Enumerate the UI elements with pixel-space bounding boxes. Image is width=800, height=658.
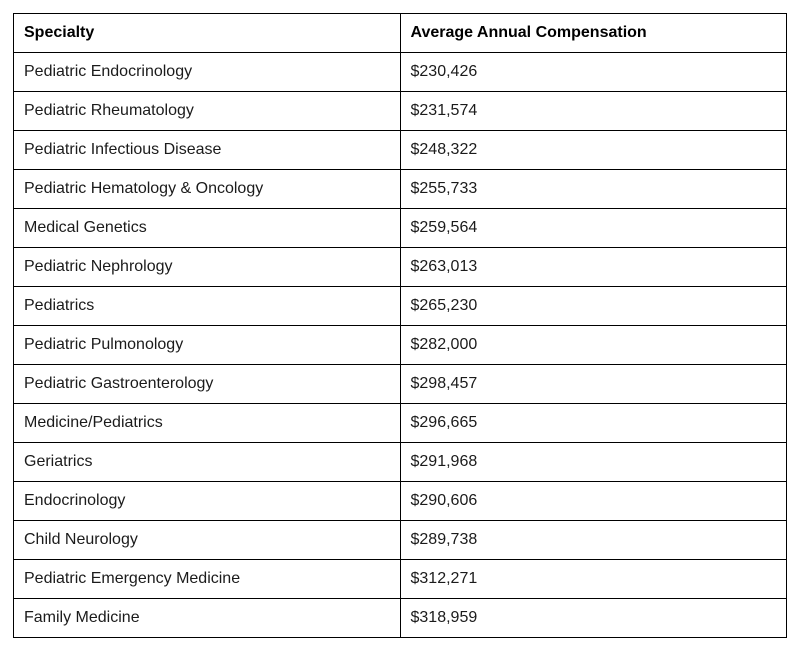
compensation-cell: $298,457 — [399, 364, 787, 404]
specialty-cell: Family Medicine — [13, 598, 401, 638]
table-row: Pediatric Pulmonology $282,000 — [13, 325, 787, 365]
compensation-cell: $289,738 — [399, 520, 787, 560]
table-row: Pediatrics $265,230 — [13, 286, 787, 326]
specialty-cell: Pediatric Infectious Disease — [13, 130, 401, 170]
table-header-row: Specialty Average Annual Compensation — [13, 13, 787, 53]
table-row: Pediatric Gastroenterology $298,457 — [13, 364, 787, 404]
table-row: Endocrinology $290,606 — [13, 481, 787, 521]
specialty-cell: Medicine/Pediatrics — [13, 403, 401, 443]
specialty-cell: Pediatric Emergency Medicine — [13, 559, 401, 599]
compensation-cell: $259,564 — [399, 208, 787, 248]
compensation-table: Specialty Average Annual Compensation Pe… — [13, 13, 787, 638]
table-row: Pediatric Endocrinology $230,426 — [13, 52, 787, 92]
compensation-cell: $291,968 — [399, 442, 787, 482]
table-row: Child Neurology $289,738 — [13, 520, 787, 560]
specialty-cell: Pediatrics — [13, 286, 401, 326]
specialty-cell: Pediatric Hematology & Oncology — [13, 169, 401, 209]
table-row: Pediatric Nephrology $263,013 — [13, 247, 787, 287]
compensation-cell: $282,000 — [399, 325, 787, 365]
table-row: Pediatric Infectious Disease $248,322 — [13, 130, 787, 170]
compensation-cell: $265,230 — [399, 286, 787, 326]
table-row: Family Medicine $318,959 — [13, 598, 787, 638]
table-row: Pediatric Rheumatology $231,574 — [13, 91, 787, 131]
compensation-cell: $263,013 — [399, 247, 787, 287]
compensation-cell: $248,322 — [399, 130, 787, 170]
table-row: Geriatrics $291,968 — [13, 442, 787, 482]
specialty-cell: Pediatric Pulmonology — [13, 325, 401, 365]
specialty-cell: Pediatric Gastroenterology — [13, 364, 401, 404]
specialty-cell: Geriatrics — [13, 442, 401, 482]
table-row: Pediatric Hematology & Oncology $255,733 — [13, 169, 787, 209]
specialty-cell: Pediatric Endocrinology — [13, 52, 401, 92]
compensation-cell: $296,665 — [399, 403, 787, 443]
table-row: Pediatric Emergency Medicine $312,271 — [13, 559, 787, 599]
compensation-cell: $230,426 — [399, 52, 787, 92]
column-header-specialty: Specialty — [13, 13, 401, 53]
compensation-cell: $290,606 — [399, 481, 787, 521]
specialty-cell: Pediatric Nephrology — [13, 247, 401, 287]
table-row: Medicine/Pediatrics $296,665 — [13, 403, 787, 443]
compensation-cell: $312,271 — [399, 559, 787, 599]
specialty-cell: Medical Genetics — [13, 208, 401, 248]
table-body: Pediatric Endocrinology $230,426 Pediatric… — [13, 52, 787, 638]
compensation-cell: $255,733 — [399, 169, 787, 209]
table-row: Medical Genetics $259,564 — [13, 208, 787, 248]
specialty-cell: Endocrinology — [13, 481, 401, 521]
specialty-cell: Child Neurology — [13, 520, 401, 560]
column-header-compensation: Average Annual Compensation — [399, 13, 787, 53]
specialty-cell: Pediatric Rheumatology — [13, 91, 401, 131]
compensation-cell: $231,574 — [399, 91, 787, 131]
compensation-cell: $318,959 — [399, 598, 787, 638]
